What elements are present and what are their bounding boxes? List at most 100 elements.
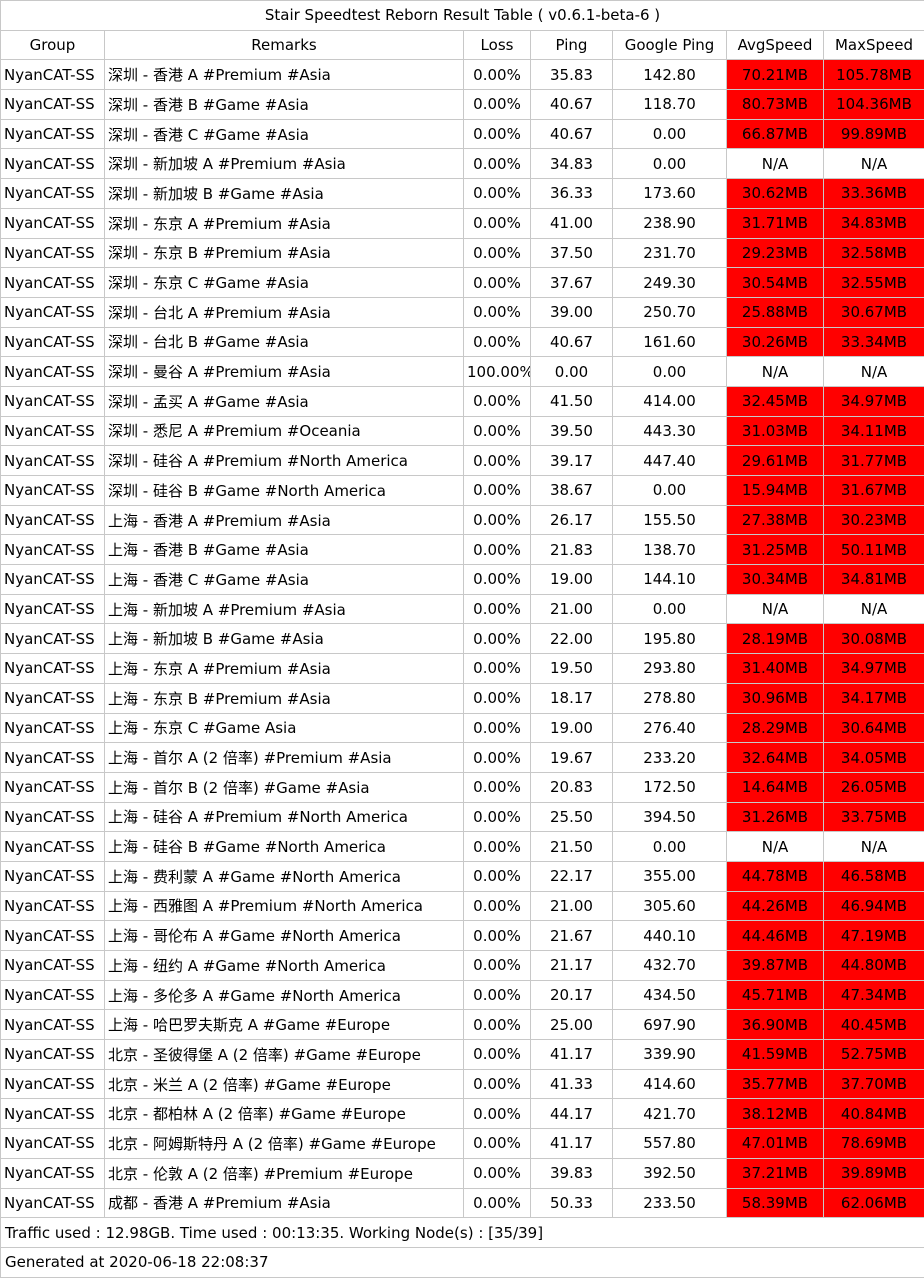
cell-loss: 100.00%	[463, 356, 531, 387]
cell-loss: 0.00%	[463, 267, 531, 298]
cell-group: NyanCAT-SS	[0, 653, 105, 684]
cell-avg-speed: 70.21MB	[726, 59, 824, 91]
table-row: NyanCAT-SS 上海 - 新加坡 B #Game #Asia 0.00% 22.…	[0, 623, 924, 655]
cell-ping: 19.00	[530, 564, 613, 595]
cell-google-ping: 447.40	[612, 445, 727, 476]
cell-google-ping: 443.30	[612, 415, 727, 447]
cell-loss: 0.00%	[463, 385, 531, 417]
cell-group: NyanCAT-SS	[0, 742, 105, 773]
cell-group: NyanCAT-SS	[0, 445, 105, 476]
table-row: NyanCAT-SS 深圳 - 香港 C #Game #Asia 0.00% 40.6…	[0, 118, 924, 150]
cell-loss: 0.00%	[463, 1039, 531, 1070]
cell-loss: 0.00%	[463, 742, 531, 773]
cell-ping: 21.50	[530, 831, 613, 862]
cell-remarks: 深圳 - 台北 A #Premium #Asia	[104, 296, 464, 328]
cell-remarks: 深圳 - 香港 B #Game #Asia	[104, 89, 464, 120]
cell-group: NyanCAT-SS	[0, 682, 105, 714]
cell-avg-speed: 30.62MB	[726, 178, 824, 209]
cell-google-ping: 249.30	[612, 267, 727, 298]
cell-group: NyanCAT-SS	[0, 950, 105, 981]
cell-ping: 22.00	[530, 623, 613, 655]
cell-avg-speed: 44.78MB	[726, 860, 824, 892]
cell-loss: 0.00%	[463, 712, 531, 744]
cell-ping: 0.00	[530, 356, 613, 387]
table-row: NyanCAT-SS 深圳 - 东京 C #Game #Asia 0.00% 37.6…	[0, 267, 924, 298]
cell-group: NyanCAT-SS	[0, 415, 105, 447]
cell-remarks: 上海 - 费利蒙 A #Game #North America	[104, 860, 464, 892]
table-title: Stair Speedtest Reborn Result Table ( v0…	[0, 0, 924, 31]
cell-remarks: 成都 - 香港 A #Premium #Asia	[104, 1187, 464, 1219]
cell-remarks: 北京 - 伦敦 A (2 倍率) #Premium #Europe	[104, 1157, 464, 1189]
cell-avg-speed: 36.90MB	[726, 1009, 824, 1041]
cell-remarks: 深圳 - 曼谷 A #Premium #Asia	[104, 356, 464, 387]
cell-group: NyanCAT-SS	[0, 475, 105, 506]
table-row: NyanCAT-SS 深圳 - 台北 B #Game #Asia 0.00% 40.6…	[0, 326, 924, 358]
cell-max-speed: 44.80MB	[822, 950, 924, 981]
cell-remarks: 上海 - 首尔 B (2 倍率) #Game #Asia	[104, 771, 464, 803]
table-row: NyanCAT-SS 北京 - 阿姆斯特丹 A (2 倍率) #Game #Eur…	[0, 1128, 924, 1159]
cell-avg-speed: 30.26MB	[726, 326, 824, 358]
cell-ping: 20.83	[530, 771, 613, 803]
table-row: NyanCAT-SS 上海 - 硅谷 B #Game #North America…	[0, 831, 924, 862]
cell-google-ping: 293.80	[612, 653, 727, 684]
cell-loss: 0.00%	[463, 1009, 531, 1041]
table-row: NyanCAT-SS 上海 - 费利蒙 A #Game #North Americ…	[0, 860, 924, 892]
cell-remarks: 上海 - 多伦多 A #Game #North America	[104, 979, 464, 1011]
table-row: NyanCAT-SS 深圳 - 东京 B #Premium #Asia 0.00% 3…	[0, 237, 924, 269]
cell-group: NyanCAT-SS	[0, 623, 105, 655]
header-row: Group Remarks Loss Ping Google Ping AvgS…	[0, 29, 924, 61]
cell-loss: 0.00%	[463, 89, 531, 120]
table-row: NyanCAT-SS 深圳 - 新加坡 A #Premium #Asia 0.00%…	[0, 148, 924, 180]
table-row: NyanCAT-SS 深圳 - 硅谷 A #Premium #North Amer…	[0, 445, 924, 476]
cell-max-speed: 40.45MB	[822, 1009, 924, 1041]
cell-max-speed: 47.34MB	[822, 979, 924, 1011]
cell-loss: 0.00%	[463, 890, 531, 922]
cell-ping: 34.83	[530, 148, 613, 180]
cell-ping: 50.33	[530, 1187, 613, 1219]
table-row: NyanCAT-SS 上海 - 东京 A #Premium #Asia 0.00% 1…	[0, 653, 924, 684]
cell-avg-speed: 37.21MB	[726, 1157, 824, 1189]
cell-google-ping: 414.60	[612, 1068, 727, 1100]
cell-remarks: 上海 - 硅谷 B #Game #North America	[104, 831, 464, 862]
cell-remarks: 上海 - 香港 C #Game #Asia	[104, 564, 464, 595]
cell-max-speed: 46.94MB	[822, 890, 924, 922]
cell-ping: 41.33	[530, 1068, 613, 1100]
cell-group: NyanCAT-SS	[0, 267, 105, 298]
cell-max-speed: 50.11MB	[822, 534, 924, 566]
cell-avg-speed: 32.45MB	[726, 385, 824, 417]
cell-remarks: 北京 - 圣彼得堡 A (2 倍率) #Game #Europe	[104, 1039, 464, 1070]
cell-avg-speed: 30.96MB	[726, 682, 824, 714]
cell-ping: 19.00	[530, 712, 613, 744]
cell-max-speed: 31.67MB	[822, 475, 924, 506]
cell-loss: 0.00%	[463, 237, 531, 269]
cell-loss: 0.00%	[463, 148, 531, 180]
cell-ping: 38.67	[530, 475, 613, 506]
cell-group: NyanCAT-SS	[0, 296, 105, 328]
cell-group: NyanCAT-SS	[0, 831, 105, 862]
table-row: NyanCAT-SS 上海 - 香港 B #Game #Asia 0.00% 21.8…	[0, 534, 924, 566]
cell-remarks: 北京 - 都柏林 A (2 倍率) #Game #Europe	[104, 1098, 464, 1130]
cell-loss: 0.00%	[463, 475, 531, 506]
table-row: NyanCAT-SS 上海 - 首尔 A (2 倍率) #Premium #Asi…	[0, 742, 924, 773]
cell-avg-speed: 31.71MB	[726, 207, 824, 239]
cell-group: NyanCAT-SS	[0, 504, 105, 536]
cell-google-ping: 392.50	[612, 1157, 727, 1189]
cell-group: NyanCAT-SS	[0, 59, 105, 91]
cell-google-ping: 118.70	[612, 89, 727, 120]
cell-google-ping: 697.90	[612, 1009, 727, 1041]
cell-google-ping: 0.00	[612, 593, 727, 625]
cell-loss: 0.00%	[463, 593, 531, 625]
footer-generated: Generated at 2020-06-18 22:08:37	[0, 1246, 924, 1278]
cell-google-ping: 0.00	[612, 831, 727, 862]
cell-remarks: 深圳 - 台北 B #Game #Asia	[104, 326, 464, 358]
cell-max-speed: 62.06MB	[822, 1187, 924, 1219]
header-ping: Ping	[530, 29, 613, 61]
cell-max-speed: 33.75MB	[822, 801, 924, 833]
cell-google-ping: 0.00	[612, 118, 727, 150]
cell-remarks: 深圳 - 香港 A #Premium #Asia	[104, 59, 464, 91]
cell-google-ping: 250.70	[612, 296, 727, 328]
cell-loss: 0.00%	[463, 534, 531, 566]
cell-google-ping: 142.80	[612, 59, 727, 91]
cell-avg-speed: 31.26MB	[726, 801, 824, 833]
cell-max-speed: 52.75MB	[822, 1039, 924, 1070]
